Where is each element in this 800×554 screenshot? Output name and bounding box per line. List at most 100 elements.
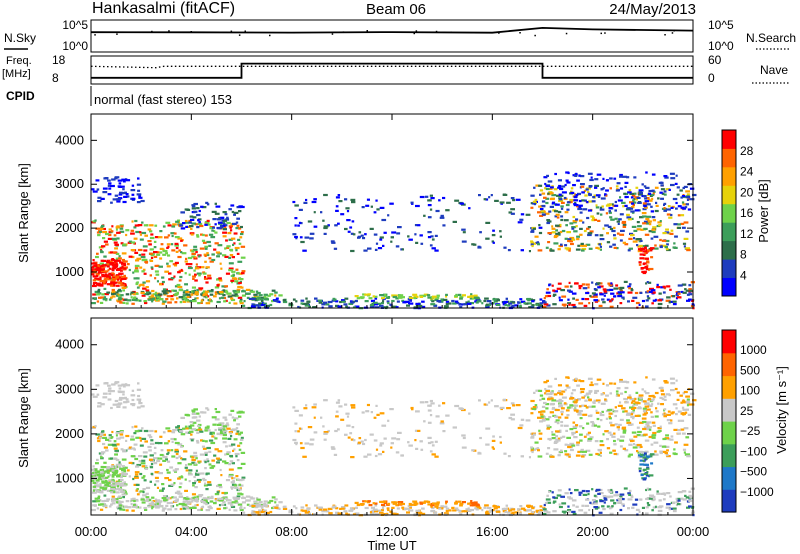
velocity-cell bbox=[376, 509, 382, 512]
velocity-cell bbox=[126, 469, 130, 472]
x-tick-label: 00:00 bbox=[75, 524, 108, 539]
velocity-cell bbox=[92, 489, 96, 492]
velocity-cell bbox=[586, 406, 589, 409]
velocity-cell bbox=[631, 399, 636, 403]
power-cell bbox=[599, 248, 602, 251]
velocity-cell bbox=[595, 488, 601, 491]
velocity-cell bbox=[111, 502, 116, 505]
power-cell bbox=[239, 236, 243, 239]
velocity-cell bbox=[593, 424, 597, 427]
power-cell bbox=[429, 199, 432, 202]
velocity-cell bbox=[427, 503, 433, 506]
power-cell bbox=[650, 205, 653, 208]
velocity-cell bbox=[190, 500, 194, 503]
velocity-cell bbox=[615, 390, 619, 393]
velocity-cell bbox=[119, 436, 125, 439]
velocity-cell bbox=[483, 506, 487, 509]
power-cell bbox=[616, 247, 619, 250]
power-cell bbox=[673, 223, 678, 226]
velocity-cell bbox=[192, 506, 197, 509]
power-cell bbox=[581, 191, 585, 194]
power-cell bbox=[214, 292, 218, 295]
velocity-cell bbox=[595, 489, 598, 492]
power-cell bbox=[627, 291, 633, 294]
colorbar-cell bbox=[722, 330, 736, 354]
power-cell bbox=[185, 293, 191, 296]
velocity-cell bbox=[108, 479, 113, 482]
velocity-cell bbox=[462, 510, 466, 513]
velocity-cell bbox=[187, 463, 193, 466]
power-cell bbox=[91, 188, 95, 191]
power-cell bbox=[387, 214, 390, 217]
velocity-cell bbox=[125, 509, 129, 512]
velocity-cell bbox=[599, 451, 602, 454]
velocity-cell bbox=[599, 440, 604, 443]
power-cell bbox=[571, 238, 576, 241]
velocity-cell bbox=[408, 444, 413, 447]
velocity-cell bbox=[189, 421, 194, 424]
power-cell bbox=[143, 224, 149, 227]
velocity-cell bbox=[157, 442, 163, 445]
freq-right-tick-top: 60 bbox=[708, 53, 722, 67]
power-cell bbox=[328, 305, 333, 308]
velocity-cell bbox=[135, 483, 140, 486]
velocity-cell bbox=[582, 493, 588, 496]
power-cell bbox=[401, 248, 404, 251]
velocity-cell bbox=[240, 436, 244, 439]
velocity-cell bbox=[674, 441, 678, 444]
velocity-cell bbox=[191, 493, 196, 496]
power-cell bbox=[634, 291, 639, 295]
velocity-cell bbox=[111, 430, 114, 434]
power-cell bbox=[119, 279, 122, 283]
power-cell bbox=[113, 284, 116, 287]
velocity-cell bbox=[228, 431, 233, 434]
velocity-cell bbox=[547, 437, 552, 441]
power-cell bbox=[609, 216, 613, 219]
power-cell bbox=[650, 193, 655, 197]
power-cell bbox=[139, 283, 145, 286]
power-cell bbox=[645, 217, 650, 221]
power-cell bbox=[471, 296, 476, 299]
freq-line bbox=[91, 62, 693, 79]
velocity-cell bbox=[187, 473, 193, 476]
velocity-cell bbox=[634, 414, 640, 417]
power-cell bbox=[196, 234, 199, 237]
power-cell bbox=[235, 268, 239, 271]
power-cell bbox=[379, 206, 385, 209]
power-cell bbox=[442, 196, 446, 200]
velocity-cell bbox=[655, 407, 658, 410]
power-cell bbox=[185, 263, 189, 266]
power-cell bbox=[107, 237, 113, 240]
power-cell bbox=[174, 293, 179, 296]
velocity-cell bbox=[427, 436, 432, 439]
power-cell bbox=[149, 236, 155, 240]
velocity-cell bbox=[574, 489, 579, 492]
velocity-cell bbox=[645, 457, 648, 461]
power-cell bbox=[454, 300, 459, 303]
power-cell bbox=[337, 194, 341, 197]
power-cell bbox=[435, 209, 440, 213]
velocity-cell bbox=[486, 506, 492, 510]
power-cell bbox=[194, 291, 199, 294]
velocity-cell bbox=[362, 500, 366, 503]
power-cell bbox=[672, 295, 676, 298]
velocity-cell bbox=[141, 437, 147, 440]
velocity-cell bbox=[156, 502, 159, 505]
velocity-cell bbox=[547, 385, 553, 388]
power-cell bbox=[110, 274, 114, 277]
velocity-cell bbox=[233, 438, 238, 441]
velocity-cell bbox=[503, 452, 507, 455]
power-cell bbox=[486, 300, 492, 303]
power-cell bbox=[206, 295, 210, 298]
velocity-cell bbox=[155, 505, 159, 508]
power-cell bbox=[147, 298, 152, 301]
power-cell bbox=[559, 187, 564, 191]
velocity-cell bbox=[670, 435, 674, 438]
power-cell bbox=[154, 224, 158, 227]
power-cell bbox=[676, 186, 680, 189]
power-cell bbox=[216, 218, 222, 221]
velocity-cell bbox=[121, 465, 125, 468]
power-cell bbox=[413, 306, 418, 309]
power-cell bbox=[632, 296, 638, 299]
velocity-cell bbox=[151, 504, 156, 507]
